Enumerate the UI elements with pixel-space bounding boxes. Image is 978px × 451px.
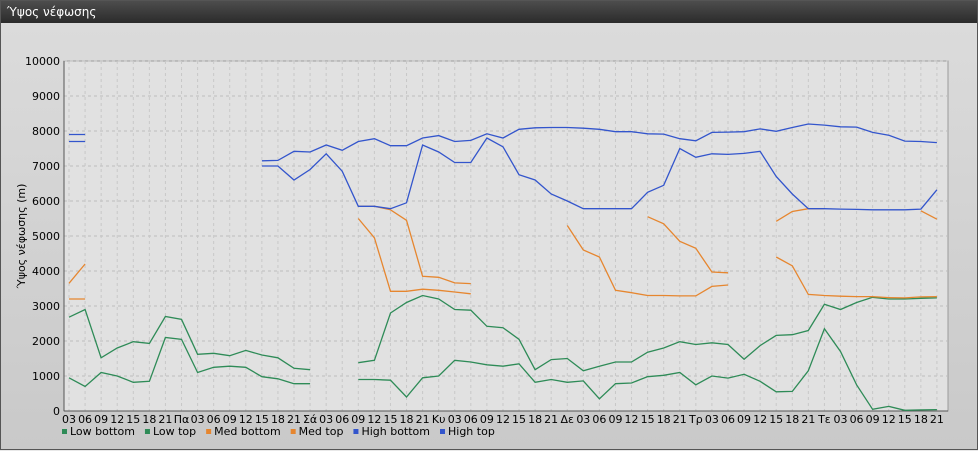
x-tick-label: 15 [255, 413, 269, 426]
x-tick-label: 09 [866, 413, 880, 426]
y-tick-label: 7000 [32, 160, 60, 173]
x-tick-label: 09 [480, 413, 494, 426]
legend-swatch [353, 429, 359, 434]
legend-label: High bottom [361, 425, 430, 438]
x-tick-label: 06 [850, 413, 864, 426]
x-tick-label: 12 [496, 413, 510, 426]
legend-label: Low top [153, 425, 196, 438]
series-line-0 [68, 336, 311, 388]
x-tick-label: 09 [351, 413, 365, 426]
y-axis-label: Ύψος νέφωσης (m) [15, 184, 28, 290]
x-tick-label: 15 [898, 413, 912, 426]
x-tick-label: 21 [416, 413, 430, 426]
legend-swatch [206, 429, 212, 434]
x-tick-label: 18 [271, 413, 285, 426]
y-tick-label: 2000 [32, 335, 60, 348]
y-tick-label: 1000 [32, 370, 60, 383]
x-tick-label: 15 [383, 413, 397, 426]
x-tick-label: 21 [287, 413, 301, 426]
x-tick-label: 12 [625, 413, 639, 426]
y-tick-label: 6000 [32, 195, 60, 208]
y-tick-label: 10000 [25, 55, 60, 68]
x-tick-label: 12 [367, 413, 381, 426]
x-tick-label: 12 [239, 413, 253, 426]
legend-swatch [144, 429, 150, 434]
legend-label: Low bottom [70, 425, 135, 438]
x-tick-label: Τρ [688, 413, 703, 426]
y-tick-label: 4000 [32, 265, 60, 278]
x-tick-label: 06 [592, 413, 606, 426]
x-tick-label: 06 [721, 413, 735, 426]
x-tick-label: 06 [335, 413, 349, 426]
x-tick-label: 18 [657, 413, 671, 426]
legend-label: High top [448, 425, 495, 438]
legend-label: Med top [299, 425, 344, 438]
x-tick-label: 18 [785, 413, 799, 426]
x-tick-label: 09 [223, 413, 237, 426]
legend-label: Med bottom [214, 425, 281, 438]
x-tick-label: 21 [544, 413, 558, 426]
x-tick-label: 03 [319, 413, 333, 426]
series-line-3 [68, 263, 86, 284]
x-tick-label: 09 [608, 413, 622, 426]
x-tick-label: 15 [769, 413, 783, 426]
x-tick-label: 18 [914, 413, 928, 426]
x-tick-label: Δε [561, 413, 575, 426]
plot-area [63, 60, 949, 412]
x-tick-label: 15 [512, 413, 526, 426]
window-title: Ύψος νέφωσης [1, 1, 977, 23]
x-tick-label: 03 [833, 413, 847, 426]
x-tick-label: 06 [78, 413, 92, 426]
x-tick-label: 03 [576, 413, 590, 426]
x-tick-label: 03 [705, 413, 719, 426]
x-tick-label: 12 [882, 413, 896, 426]
x-tick-label: 21 [158, 413, 172, 426]
x-tick-label: 06 [207, 413, 221, 426]
series-line-2 [357, 218, 471, 295]
x-tick-label: 09 [94, 413, 108, 426]
x-tick-label: 09 [737, 413, 751, 426]
x-tick-label: 21 [930, 413, 944, 426]
y-tick-label: 3000 [32, 300, 60, 313]
y-tick-label: 8000 [32, 125, 60, 138]
x-tick-label: Σά [303, 413, 317, 426]
series-line-1 [358, 294, 937, 372]
y-tick-label: 0 [53, 405, 60, 418]
y-tick-label: 5000 [32, 230, 60, 243]
x-tick-label: 15 [641, 413, 655, 426]
series-line-3 [647, 216, 729, 274]
x-tick-label: 18 [142, 413, 156, 426]
legend-swatch [62, 429, 67, 434]
y-tick-label: 9000 [32, 90, 60, 103]
series-line-1 [68, 308, 311, 371]
x-tick-label: 03 [448, 413, 462, 426]
series-line-2 [775, 256, 937, 299]
x-tick-label: 15 [126, 413, 140, 426]
series-line-3 [920, 210, 938, 220]
x-tick-label: 03 [191, 413, 205, 426]
x-tick-label: Πα [174, 413, 190, 426]
series-line-5 [261, 123, 937, 162]
x-tick-label: 12 [753, 413, 767, 426]
x-tick-label: 18 [400, 413, 414, 426]
x-tick-label: 21 [673, 413, 687, 426]
series-line-0 [358, 327, 937, 411]
x-tick-label: 18 [528, 413, 542, 426]
x-tick-label: 21 [801, 413, 815, 426]
x-tick-label: Κυ [432, 413, 446, 426]
series-line-2 [566, 225, 729, 297]
x-tick-label: 03 [62, 413, 76, 426]
legend-swatch [440, 429, 445, 434]
legend-swatch [290, 429, 296, 434]
x-tick-label: 06 [464, 413, 478, 426]
series-line-4 [261, 137, 938, 211]
x-tick-label: 12 [110, 413, 124, 426]
x-tick-label: Τε [817, 413, 831, 426]
